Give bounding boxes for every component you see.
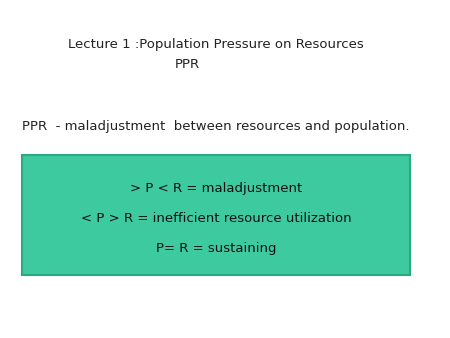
Text: Lecture 1 :Population Pressure on Resources: Lecture 1 :Population Pressure on Resour… — [68, 38, 364, 51]
Bar — [22, 155, 410, 275]
Text: P= R = sustaining: P= R = sustaining — [156, 242, 276, 255]
Text: PPR: PPR — [175, 58, 200, 71]
Text: < P > R = inefficient resource utilization: < P > R = inefficient resource utilizati… — [81, 212, 351, 225]
Text: > P < R = maladjustment: > P < R = maladjustment — [130, 182, 302, 195]
Text: PPR  - maladjustment  between resources and population.: PPR - maladjustment between resources an… — [22, 120, 410, 133]
